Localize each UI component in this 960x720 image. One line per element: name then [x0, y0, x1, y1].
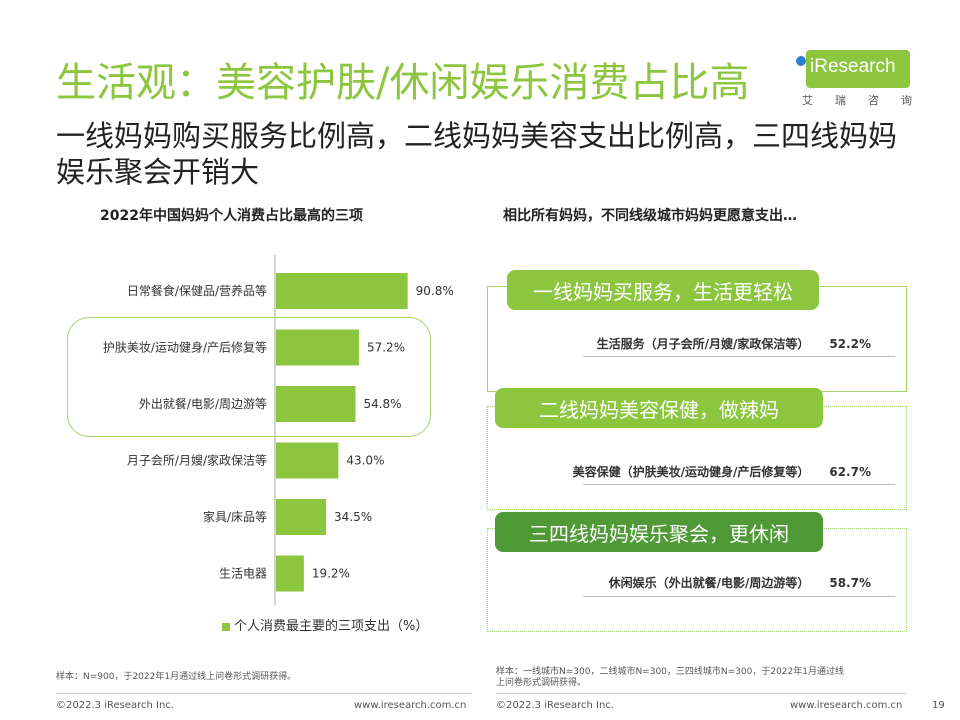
category-label: 护肤美妆/运动健身/产后修复等: [103, 340, 267, 355]
page-subtitle: 一线妈妈购买服务比例高，二线妈妈美容支出比例高，三四线妈妈娱乐聚会开销大: [56, 119, 898, 189]
footer-url-left[interactable]: www.iresearch.com.cn: [354, 700, 467, 711]
consumption-bar-chart: 日常餐食/保健品/营养品等 90.8% 护肤美妆/运动健身/产后修复等 57.2% 外出…: [103, 255, 454, 605]
tier-divider: [583, 484, 895, 485]
category-label: 生活电器: [219, 567, 267, 581]
bar: [276, 273, 408, 309]
right-note-line: 上问卷形式调研获得。: [496, 678, 587, 688]
page-title: 生活观：美容护肤/休闲娱乐消费占比高: [56, 60, 750, 106]
highlight-outline: [67, 317, 431, 437]
logo-subtitle: 艾 瑞 咨 询: [802, 92, 912, 108]
tier-item-value: 52.2%: [829, 337, 871, 351]
tier-item-label: 美容保健（护肤美妆/运动健身/产后修复等）: [572, 465, 810, 479]
tier-panel-1: 一线妈妈买服务，生活更轻松 生活服务（月子会所/月嫂/家政保洁等） 52.2%: [487, 270, 907, 392]
tier-divider: [583, 356, 895, 357]
value-label: 54.8%: [363, 397, 401, 411]
value-label: 34.5%: [334, 510, 372, 524]
page-number: 19: [932, 700, 945, 711]
chart-legend: 个人消费最主要的三项支出（%）: [222, 615, 428, 634]
tier-pill-2: 二线妈妈美容保健，做辣妈: [495, 388, 823, 428]
bar: [276, 555, 304, 592]
left-chart-heading: 2022年中国妈妈个人消费占比最高的三项: [100, 208, 363, 224]
value-label: 90.8%: [416, 284, 454, 298]
logo-sub-char: 艾: [802, 94, 813, 107]
category-label: 月子会所/月嫂/家政保洁等: [127, 453, 267, 468]
value-label: 19.2%: [312, 567, 350, 581]
tier-pill-1: 一线妈妈买服务，生活更轻松: [507, 270, 819, 310]
legend-label: 个人消费最主要的三项支出（%）: [234, 619, 429, 634]
tier-item-label: 生活服务（月子会所/月嫂/家政保洁等）: [596, 337, 810, 351]
legend-swatch: [222, 622, 230, 631]
logo-text: iResearch: [810, 56, 896, 77]
footer-url-right[interactable]: www.iresearch.com.cn: [790, 700, 903, 711]
footer-divider: [56, 693, 472, 694]
value-label: 57.2%: [367, 341, 405, 355]
tier-item-value: 62.7%: [829, 465, 871, 479]
bar: [276, 442, 339, 479]
bar: [276, 499, 327, 535]
tier-item-1: 生活服务（月子会所/月嫂/家政保洁等） 52.2%: [597, 335, 871, 352]
category-label: 日常餐食/保健品/营养品等: [127, 283, 267, 298]
right-sample-note: 样本：一线城市N=300，二线城市N=300，三四线城市N=300，于2022年…: [496, 667, 916, 689]
footer-copyright-left: ©2022.3 iResearch Inc.: [56, 700, 174, 711]
logo-dot-icon: [796, 56, 806, 66]
value-label: 43.0%: [346, 454, 384, 468]
left-sample-note: 样本：N=900，于2022年1月通过线上问卷形式调研获得。: [56, 672, 297, 682]
logo-sub-char: 咨: [868, 94, 879, 107]
category-label: 外出就餐/电影/周边游等: [139, 396, 267, 411]
tier-item-3: 休闲娱乐（外出就餐/电影/周边游等） 58.7%: [609, 574, 871, 591]
bar: [276, 386, 356, 422]
right-note-line: 样本：一线城市N=300，二线城市N=300，三四线城市N=300，于2022年…: [496, 667, 844, 677]
logo-sub-char: 瑞: [835, 94, 846, 107]
footer-copyright-right: ©2022.3 iResearch Inc.: [496, 700, 614, 711]
bar: [276, 329, 359, 366]
tier-pill-3: 三四线妈妈娱乐聚会，更休闲: [495, 512, 823, 552]
logo-sub-char: 询: [901, 94, 912, 107]
tier-item-value: 58.7%: [829, 576, 871, 590]
logo-box: [806, 50, 910, 88]
tier-item-2: 美容保健（护肤美妆/运动健身/产后修复等） 62.7%: [573, 463, 871, 480]
footer-divider: [496, 693, 906, 694]
tier-divider: [583, 596, 895, 597]
tier-panel-3: 三四线妈妈娱乐聚会，更休闲 休闲娱乐（外出就餐/电影/周边游等） 58.7%: [487, 512, 907, 632]
tier-item-label: 休闲娱乐（外出就餐/电影/周边游等）: [608, 576, 810, 590]
tier-panel-2: 二线妈妈美容保健，做辣妈 美容保健（护肤美妆/运动健身/产后修复等） 62.7%: [487, 388, 907, 510]
iresearch-logo: iResearch 艾 瑞 咨 询: [796, 50, 912, 112]
category-label: 家具/床品等: [203, 509, 267, 524]
right-panel-heading: 相比所有妈妈，不同线级城市妈妈更愿意支出…: [503, 208, 797, 224]
